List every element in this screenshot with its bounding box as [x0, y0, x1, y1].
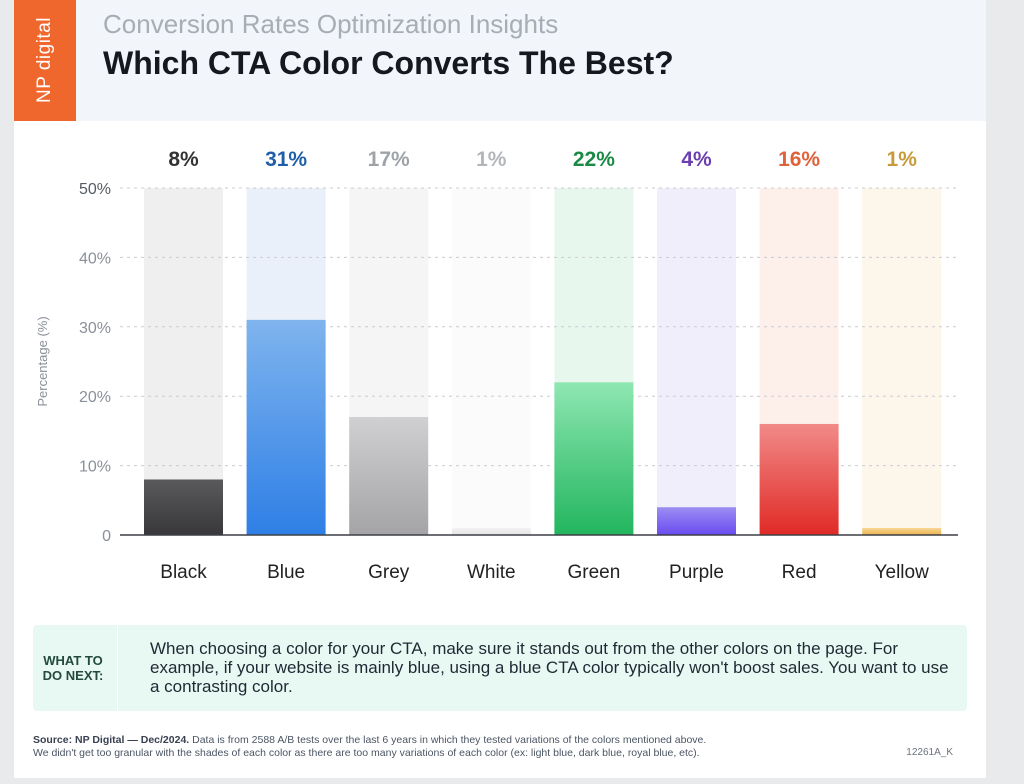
header: NP digital Conversion Rates Optimization… [14, 0, 986, 121]
y-tick-label: 20% [79, 389, 111, 406]
infographic-card: NP digital Conversion Rates Optimization… [14, 0, 986, 778]
source-footnote: Source: NP Digital — Dec/2024. Data is f… [33, 734, 853, 760]
value-label-yellow: 1% [887, 148, 918, 171]
bar-green [554, 382, 634, 535]
bar-track-yellow [862, 188, 942, 535]
category-label-green: Green [567, 562, 620, 583]
bar-black [144, 479, 223, 535]
callout-divider [117, 625, 118, 711]
footnote-text-1: Data is from 2588 A/B tests over the las… [192, 734, 707, 746]
category-label-grey: Grey [368, 562, 410, 583]
value-label-red: 16% [778, 148, 820, 171]
page-title: Which CTA Color Converts The Best? [103, 45, 674, 81]
bar-track-black [144, 188, 223, 535]
page-supertitle: Conversion Rates Optimization Insights [103, 9, 559, 39]
value-label-green: 22% [573, 148, 615, 171]
callout-heading: WHAT TO DO NEXT: [42, 653, 104, 683]
bar-yellow [862, 528, 942, 535]
logo-text: NP digital [34, 17, 55, 103]
y-tick-label: 30% [79, 320, 111, 337]
category-label-black: Black [160, 562, 207, 583]
infographic-code: 12261A_K [906, 747, 953, 758]
callout-text: When choosing a color for your CTA, make… [150, 639, 949, 696]
bar-blue [246, 319, 326, 535]
footnote-line-1: Source: NP Digital — Dec/2024. Data is f… [33, 734, 853, 747]
bar-grey [349, 417, 429, 535]
footnote-line-2: We didn't get too granular with the shad… [33, 747, 700, 759]
bar-white [451, 528, 531, 535]
np-digital-logo: NP digital [14, 0, 76, 121]
y-tick-label: 0 [102, 528, 111, 545]
category-label-yellow: Yellow [875, 562, 930, 583]
source-label: Source: [33, 734, 73, 746]
what-to-do-next-callout: WHAT TO DO NEXT: When choosing a color f… [33, 625, 967, 711]
y-tick-label: 10% [79, 459, 111, 476]
bar-chart: 0 10% 20% 30% 40% 50% Percentage (%) 8% Black 31%… [35, 148, 958, 583]
y-axis-label: Percentage (%) [35, 316, 50, 406]
source-name: NP Digital — Dec/2024. [75, 734, 190, 746]
bar-red [759, 423, 839, 535]
category-label-purple: Purple [669, 562, 724, 583]
y-tick-label: 40% [79, 250, 111, 267]
bar-track-white [451, 188, 531, 535]
category-label-red: Red [782, 562, 817, 583]
category-label-blue: Blue [267, 562, 305, 583]
value-label-white: 1% [476, 148, 507, 171]
value-label-purple: 4% [681, 148, 712, 171]
y-tick-label: 50% [79, 181, 111, 198]
bar-track-purple [657, 188, 736, 535]
value-label-grey: 17% [368, 148, 410, 171]
value-label-blue: 31% [265, 148, 307, 171]
bar-purple [657, 507, 736, 535]
category-label-white: White [467, 562, 516, 583]
value-label-black: 8% [168, 148, 199, 171]
